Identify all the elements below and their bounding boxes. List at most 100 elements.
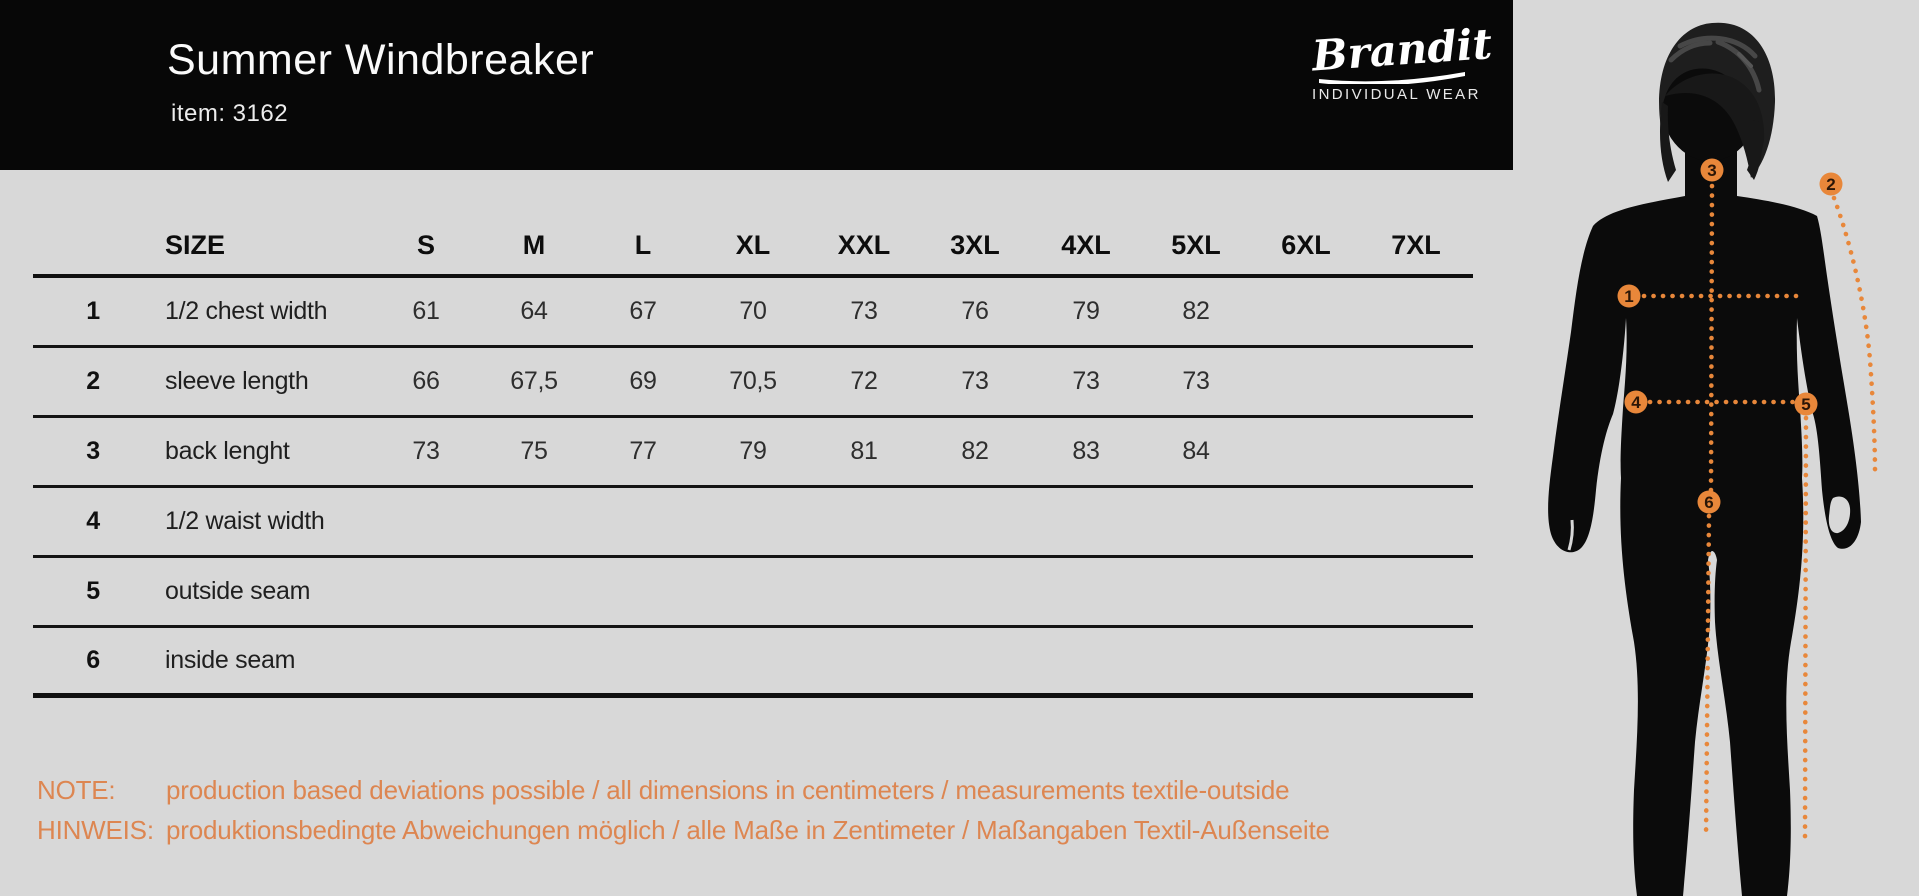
- marker-6: 6: [1697, 490, 1721, 514]
- cell-value: [381, 488, 471, 555]
- measure-line-sleeve: [1831, 195, 1878, 475]
- column-header: 7XL: [1391, 230, 1441, 260]
- measure-line-back-length: [1708, 183, 1715, 493]
- hair-strand-right: [1747, 120, 1762, 180]
- cell-value: [930, 558, 1020, 625]
- hair-highlight-1: [1677, 35, 1758, 59]
- row-number: 6: [86, 646, 100, 674]
- row-label: outside seam: [165, 577, 311, 605]
- column-header: 3XL: [950, 230, 1000, 260]
- note-label-en: NOTE:: [37, 774, 116, 805]
- table-row: 4 1/2 waist width: [33, 488, 1473, 558]
- row-number: 2: [86, 367, 100, 395]
- item-number: item: 3162: [171, 100, 289, 127]
- cell-value: [598, 558, 688, 625]
- cell-value: [1371, 278, 1461, 345]
- cell-value: 82: [961, 437, 989, 465]
- marker-6-circle: [1697, 490, 1721, 514]
- cell-value: [930, 488, 1020, 555]
- column-header: 4XL: [1061, 230, 1111, 260]
- table-header-row: SIZE S M L XL XXL 3XL 4XL 5XL 6XL 7XL: [33, 215, 1473, 278]
- cell-value: [598, 628, 688, 693]
- cell-value: [1261, 628, 1351, 693]
- column-header: 6XL: [1281, 230, 1331, 260]
- cell-value: [708, 628, 798, 693]
- column-header: M: [522, 230, 546, 260]
- cell-value: [708, 488, 798, 555]
- cell-value: [1041, 488, 1131, 555]
- row-label: back lenght: [165, 437, 290, 465]
- page-title: Summer Windbreaker: [167, 36, 595, 84]
- note-label-de: HINWEIS:: [37, 814, 154, 845]
- row-number: 3: [86, 437, 100, 465]
- cell-value: [489, 628, 579, 693]
- cell-value: 77: [629, 437, 657, 465]
- marker-2-circle: [1819, 172, 1843, 196]
- cell-value: [1261, 278, 1351, 345]
- cell-value: [819, 558, 909, 625]
- column-header: 5XL: [1171, 230, 1221, 260]
- cell-value: 67: [629, 297, 657, 325]
- corner-cell: [53, 215, 133, 274]
- cell-value: [819, 488, 909, 555]
- marker-5: 5: [1794, 392, 1818, 416]
- cell-value: [819, 628, 909, 693]
- cell-value: [1041, 628, 1131, 693]
- header-bar: Summer Windbreaker item: 3162 Brandit IN…: [0, 0, 1513, 170]
- measurement-figure: 1 2 3 4 5 6: [1513, 0, 1919, 896]
- cell-value: 73: [1182, 367, 1210, 395]
- cell-value: 73: [412, 437, 440, 465]
- hand-thumb-notch: [1828, 496, 1851, 534]
- marker-2-number: 2: [1826, 175, 1835, 194]
- column-header: S: [416, 230, 435, 260]
- body-silhouette: [1548, 146, 1861, 896]
- cell-value: 69: [629, 367, 657, 395]
- cell-value: 70,5: [729, 367, 777, 395]
- table-row: 1 1/2 chest width 61 64 67 70 73 76 79 82: [33, 278, 1473, 348]
- column-header: L: [634, 230, 652, 260]
- cell-value: 72: [850, 367, 878, 395]
- cell-value: [1151, 628, 1241, 693]
- cell-value: 82: [1182, 297, 1210, 325]
- cell-value: [1261, 348, 1351, 415]
- table-row: 5 outside seam: [33, 558, 1473, 628]
- note-line-de: HINWEIS: produktionsbedingte Abweichunge…: [37, 810, 1330, 850]
- marker-1-circle: [1617, 284, 1641, 308]
- cell-value: 81: [850, 437, 878, 465]
- measure-line-inside-seam: [1703, 513, 1712, 841]
- row-label: inside seam: [165, 646, 296, 674]
- silhouette-figure-graphic: 1 2 3 4 5 6: [1548, 22, 1878, 896]
- cell-value: 61: [412, 297, 440, 325]
- row-label: sleeve length: [165, 367, 309, 395]
- cell-value: [1261, 488, 1351, 555]
- cell-value: 73: [961, 367, 989, 395]
- hair-sideburn-left: [1660, 102, 1676, 182]
- marker-4: 4: [1624, 390, 1648, 414]
- row-label: 1/2 waist width: [165, 507, 325, 535]
- cell-value: [1151, 558, 1241, 625]
- column-header: XL: [735, 230, 771, 260]
- cell-value: [1041, 558, 1131, 625]
- cell-value: [1371, 628, 1461, 693]
- marker-1-number: 1: [1624, 287, 1633, 306]
- table-row: 2 sleeve length 66 67,5 69 70,5 72 73 73 73: [33, 348, 1473, 418]
- cell-value: [489, 488, 579, 555]
- column-header: XXL: [837, 230, 891, 260]
- cell-value: 76: [961, 297, 989, 325]
- notes-block: NOTE: production based deviations possib…: [37, 770, 1330, 850]
- cell-value: [1371, 418, 1461, 485]
- row-number: 4: [86, 507, 100, 535]
- row-number: 1: [86, 297, 100, 325]
- cell-value: [381, 628, 471, 693]
- cell-value: 73: [1072, 367, 1100, 395]
- cell-value: 79: [739, 437, 767, 465]
- hair-fringe: [1665, 73, 1765, 178]
- cell-value: [489, 558, 579, 625]
- cell-value: 84: [1182, 437, 1210, 465]
- hand-finger-slit: [1567, 519, 1574, 551]
- cell-value: 73: [850, 297, 878, 325]
- note-line-en: NOTE: production based deviations possib…: [37, 770, 1330, 810]
- cell-value: [1371, 348, 1461, 415]
- hair-highlight-3: [1668, 40, 1713, 63]
